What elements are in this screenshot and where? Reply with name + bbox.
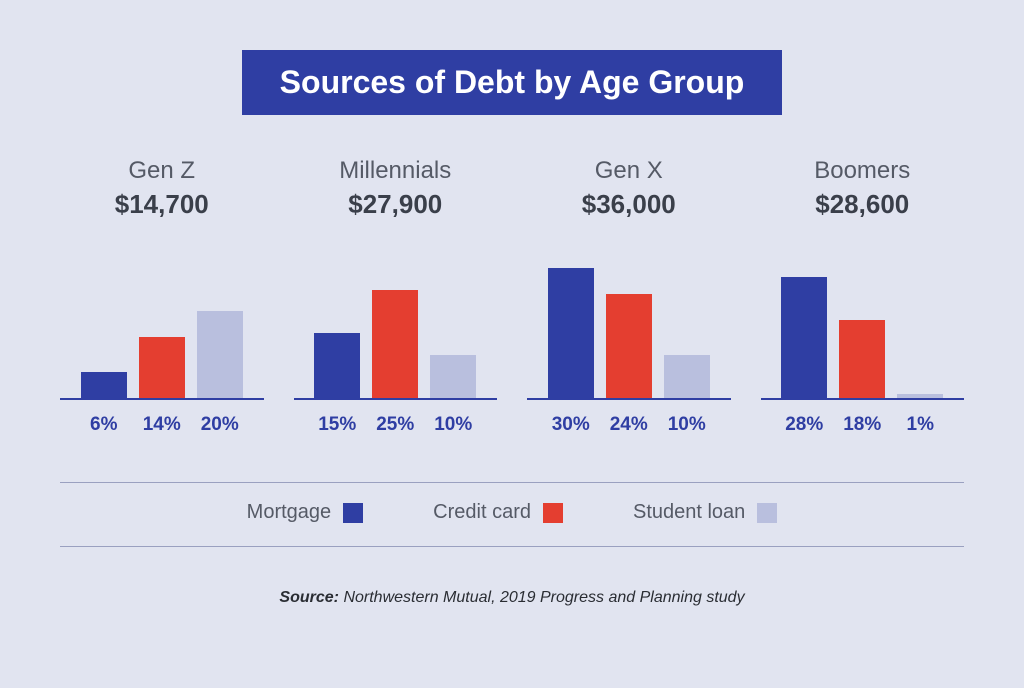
- bar: [197, 311, 243, 398]
- legend-swatch: [543, 503, 563, 523]
- bar: [606, 294, 652, 398]
- bars-area: [761, 270, 965, 400]
- pct-label: 20%: [197, 414, 243, 436]
- group-amount: $28,600: [815, 189, 909, 220]
- pct-label: 15%: [314, 414, 360, 436]
- divider-top: [60, 482, 964, 483]
- group-amount: $27,900: [348, 189, 442, 220]
- bar: [430, 355, 476, 398]
- group: Millennials $27,900 15% 25% 10%: [294, 157, 498, 436]
- legend-swatch: [757, 503, 777, 523]
- group: Gen X $36,000 30% 24% 10%: [527, 157, 731, 436]
- pct-label: 30%: [548, 414, 594, 436]
- legend-label: Mortgage: [247, 501, 332, 524]
- legend-label: Credit card: [433, 501, 531, 524]
- bar: [548, 268, 594, 398]
- group-name: Millennials: [339, 157, 451, 185]
- group-name: Boomers: [814, 157, 910, 185]
- pct-row: 6% 14% 20%: [60, 414, 264, 436]
- bars-area: [60, 270, 264, 400]
- divider-bottom: [60, 546, 964, 547]
- pct-row: 30% 24% 10%: [527, 414, 731, 436]
- bar: [897, 394, 943, 398]
- bar: [781, 277, 827, 398]
- pct-label: 6%: [81, 414, 127, 436]
- legend: Mortgage Credit card Student loan: [60, 501, 964, 524]
- legend-label: Student loan: [633, 501, 745, 524]
- pct-row: 15% 25% 10%: [294, 414, 498, 436]
- bars-area: [294, 270, 498, 400]
- bar: [372, 290, 418, 398]
- pct-label: 24%: [606, 414, 652, 436]
- pct-row: 28% 18% 1%: [761, 414, 965, 436]
- group: Gen Z $14,700 6% 14% 20%: [60, 157, 264, 436]
- bar: [314, 333, 360, 398]
- pct-label: 10%: [430, 414, 476, 436]
- bars-area: [527, 270, 731, 400]
- source-text: Northwestern Mutual, 2019 Progress and P…: [339, 589, 745, 606]
- group-amount: $14,700: [115, 189, 209, 220]
- pct-label: 25%: [372, 414, 418, 436]
- chart-groups: Gen Z $14,700 6% 14% 20% Millennials $27,900 15…: [60, 157, 964, 436]
- group-name: Gen Z: [128, 157, 195, 185]
- group-amount: $36,000: [582, 189, 676, 220]
- legend-item: Credit card: [433, 501, 563, 524]
- pct-label: 18%: [839, 414, 885, 436]
- bar: [81, 372, 127, 398]
- group-name: Gen X: [595, 157, 663, 185]
- source-line: Source: Northwestern Mutual, 2019 Progre…: [279, 589, 744, 607]
- legend-item: Mortgage: [247, 501, 364, 524]
- legend-swatch: [343, 503, 363, 523]
- legend-item: Student loan: [633, 501, 777, 524]
- bar: [839, 320, 885, 398]
- bar: [139, 337, 185, 398]
- bar: [664, 355, 710, 398]
- chart-title: Sources of Debt by Age Group: [242, 50, 783, 115]
- pct-label: 14%: [139, 414, 185, 436]
- source-label: Source:: [279, 589, 339, 606]
- pct-label: 10%: [664, 414, 710, 436]
- pct-label: 28%: [781, 414, 827, 436]
- pct-label: 1%: [897, 414, 943, 436]
- group: Boomers $28,600 28% 18% 1%: [761, 157, 965, 436]
